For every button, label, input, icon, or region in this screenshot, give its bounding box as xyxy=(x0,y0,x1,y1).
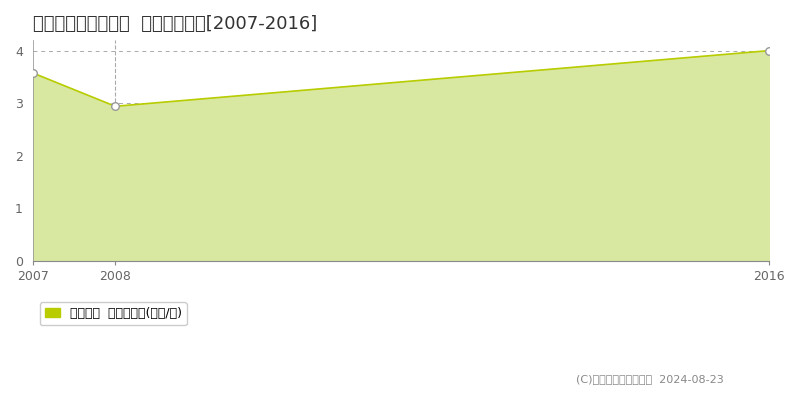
Point xyxy=(27,70,40,76)
Point xyxy=(762,48,775,54)
Point xyxy=(109,103,122,110)
Legend: 土地価格  平均坪単価(万円/坪): 土地価格 平均坪単価(万円/坪) xyxy=(40,302,186,325)
Text: 旭川市工業団地４条  土地価格推移[2007-2016]: 旭川市工業団地４条 土地価格推移[2007-2016] xyxy=(34,15,318,33)
Text: (C)土地価格ドットコム  2024-08-23: (C)土地価格ドットコム 2024-08-23 xyxy=(576,374,724,384)
